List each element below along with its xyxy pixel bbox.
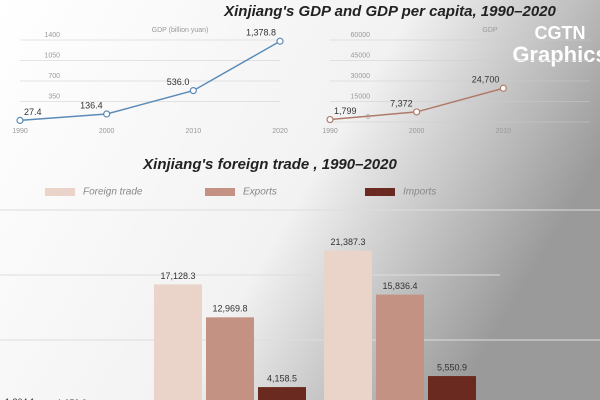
y-tick-label: 60000 <box>351 32 371 39</box>
legend-label: Imports <box>403 187 436 198</box>
marker <box>276 37 284 45</box>
axis-label: GDP <box>482 27 498 34</box>
bar <box>428 376 476 400</box>
value-label: 536.0 <box>167 77 190 87</box>
y-tick-label: 700 <box>48 73 60 80</box>
legend-label: Foreign trade <box>83 187 143 198</box>
value-label: 1,799 <box>334 106 357 116</box>
axis-label: GDP (billion yuan) <box>152 27 209 34</box>
value-label: 27.4 <box>24 107 42 117</box>
chart-title: Xinjiang's foreign trade , 1990–2020 <box>142 156 397 173</box>
legend-swatch <box>205 188 235 196</box>
marker <box>326 115 334 124</box>
y-tick-label: 45000 <box>351 52 371 59</box>
bar <box>154 284 202 400</box>
y-tick-label: 1050 <box>44 52 60 59</box>
y-tick-label: 1400 <box>44 32 60 39</box>
value-label: 7,372 <box>390 98 413 108</box>
line <box>19 40 281 122</box>
x-tick-label: 2020 <box>272 128 288 135</box>
legend-swatch <box>45 188 75 196</box>
value-label: 5,550.9 <box>437 362 467 372</box>
value-label: 4,158.5 <box>267 373 297 383</box>
bar <box>376 294 424 400</box>
value-label: 12,969.8 <box>212 304 247 314</box>
bar <box>258 387 306 400</box>
marker <box>413 108 421 116</box>
marker <box>189 87 197 95</box>
value-label: 1,059.9 <box>57 398 87 400</box>
legend-label: Exports <box>243 187 277 198</box>
marker <box>499 84 507 92</box>
bar <box>324 250 372 400</box>
x-tick-label: 2000 <box>99 128 115 135</box>
x-tick-label: 2000 <box>409 128 425 135</box>
marker <box>16 116 24 124</box>
legend-swatch <box>365 188 395 196</box>
y-tick-label: 30000 <box>351 73 371 80</box>
value-label: 136.4 <box>80 100 103 110</box>
value-label: 21,387.3 <box>330 237 365 247</box>
y-tick-label: 0 <box>366 114 370 121</box>
x-tick-label: 1990 <box>322 128 338 135</box>
bar <box>206 317 254 400</box>
value-label: 17,128.3 <box>160 271 195 281</box>
value-label: 1,204.1 <box>5 397 35 400</box>
value-label: 24,700 <box>472 75 500 85</box>
value-label: 1,378.8 <box>246 28 276 38</box>
main-title: Xinjiang's GDP and GDP per capita, 1990–… <box>223 3 556 20</box>
brand: CGTN <box>535 23 586 43</box>
x-tick-label: 1990 <box>12 128 28 135</box>
y-tick-label: 350 <box>48 93 60 100</box>
x-tick-label: 2010 <box>496 128 512 135</box>
y-tick-label: 15000 <box>351 93 371 100</box>
x-tick-label: 2010 <box>186 128 202 135</box>
marker <box>103 110 111 118</box>
brand: Graphics <box>512 42 600 67</box>
value-label: 15,836.4 <box>382 281 417 291</box>
